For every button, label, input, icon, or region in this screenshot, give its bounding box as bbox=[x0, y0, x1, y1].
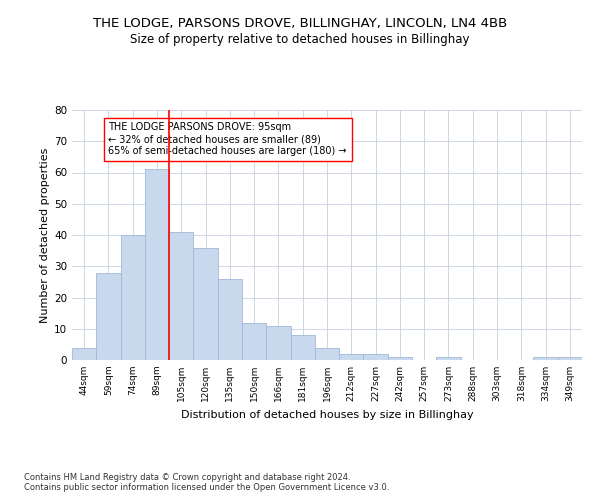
Bar bbox=[533, 357, 558, 360]
Bar bbox=[145, 170, 169, 360]
Bar bbox=[290, 335, 315, 360]
Bar bbox=[266, 326, 290, 360]
Bar bbox=[121, 235, 145, 360]
Bar bbox=[169, 232, 193, 360]
Bar bbox=[72, 348, 96, 360]
Bar bbox=[315, 348, 339, 360]
Y-axis label: Number of detached properties: Number of detached properties bbox=[40, 148, 50, 322]
Bar bbox=[558, 357, 582, 360]
Bar bbox=[193, 248, 218, 360]
Bar bbox=[218, 279, 242, 360]
Text: Contains HM Land Registry data © Crown copyright and database right 2024.
Contai: Contains HM Land Registry data © Crown c… bbox=[24, 472, 389, 492]
Bar bbox=[96, 272, 121, 360]
Bar bbox=[242, 322, 266, 360]
Text: THE LODGE, PARSONS DROVE, BILLINGHAY, LINCOLN, LN4 4BB: THE LODGE, PARSONS DROVE, BILLINGHAY, LI… bbox=[93, 18, 507, 30]
Bar bbox=[388, 357, 412, 360]
Bar bbox=[364, 354, 388, 360]
Text: THE LODGE PARSONS DROVE: 95sqm
← 32% of detached houses are smaller (89)
65% of : THE LODGE PARSONS DROVE: 95sqm ← 32% of … bbox=[109, 122, 347, 156]
Text: Size of property relative to detached houses in Billinghay: Size of property relative to detached ho… bbox=[130, 32, 470, 46]
Bar bbox=[436, 357, 461, 360]
X-axis label: Distribution of detached houses by size in Billinghay: Distribution of detached houses by size … bbox=[181, 410, 473, 420]
Bar bbox=[339, 354, 364, 360]
